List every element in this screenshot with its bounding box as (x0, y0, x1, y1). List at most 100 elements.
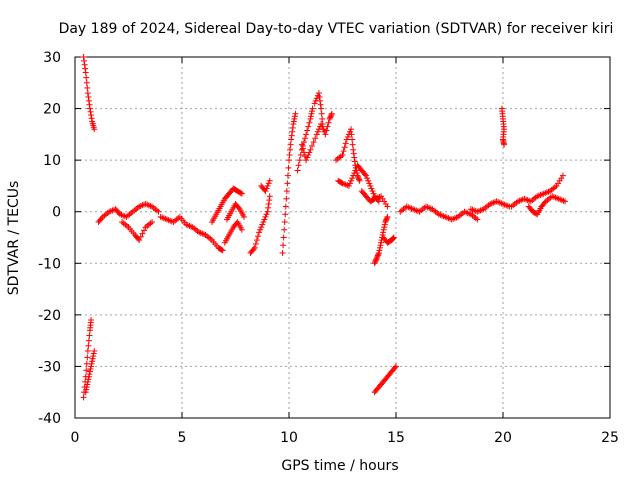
data-point (382, 217, 389, 224)
data-point (355, 173, 362, 180)
data-point (297, 151, 304, 158)
y-axis: -40 -30 -20 -10 0 10 20 30 (38, 50, 610, 427)
track-flat-6 (525, 193, 569, 218)
data-point (80, 394, 87, 401)
track-flat-2 (157, 213, 226, 254)
data-point (380, 226, 387, 233)
data-point (88, 112, 95, 119)
data-point (80, 54, 87, 60)
data-point (377, 242, 384, 249)
data-point (348, 131, 355, 138)
data-point (282, 211, 289, 218)
data-point (356, 176, 363, 183)
data-point (374, 252, 381, 259)
data-point (291, 115, 298, 122)
x-axis: 0 5 10 15 20 25 (71, 57, 619, 446)
data-point (85, 373, 92, 380)
data-point (364, 175, 371, 182)
data-point (86, 101, 93, 108)
y-axis-label: SDTVAR / TECUs (6, 181, 22, 296)
data-point (370, 196, 377, 203)
y-tick-label: -10 (38, 256, 61, 272)
data-point (501, 141, 508, 148)
data-point (342, 140, 349, 147)
data-point (350, 150, 357, 157)
data-point (264, 182, 271, 189)
chart-title: Day 189 of 2024, Sidereal Day-to-day VTE… (59, 21, 614, 37)
data-point (304, 127, 311, 134)
data-point (303, 131, 310, 138)
data-point (86, 332, 93, 339)
y-tick-label: 0 (52, 205, 61, 221)
data-point (296, 157, 303, 164)
data-point (83, 384, 90, 391)
track-hump-1 (208, 185, 245, 226)
data-point (393, 363, 399, 370)
track-low-2 (371, 363, 399, 396)
track-flat-4 (467, 198, 513, 215)
data-point (312, 135, 319, 142)
data-point (323, 127, 330, 134)
data-point (350, 172, 357, 179)
data-point (350, 146, 357, 153)
data-point (390, 235, 397, 242)
data-point (290, 121, 297, 128)
data-point (84, 347, 91, 354)
data-point (306, 149, 313, 156)
data-point (369, 188, 376, 195)
data-point (380, 229, 387, 236)
data-point (252, 240, 259, 247)
y-tick-label: -40 (38, 411, 61, 427)
track-mid-2 (335, 162, 382, 205)
data-point (266, 197, 273, 204)
data-point (317, 97, 324, 104)
data-point (327, 113, 334, 120)
data-point (324, 123, 331, 130)
data-point (355, 175, 362, 182)
grid-lines (75, 57, 610, 418)
data-point (375, 249, 382, 256)
data-point (373, 256, 380, 263)
data-point (325, 119, 332, 126)
data-point (316, 93, 323, 100)
data-point (373, 255, 380, 262)
data-point (260, 219, 267, 226)
data-point (390, 234, 397, 241)
data-point (363, 172, 370, 179)
data-point (265, 200, 272, 207)
data-point (288, 136, 295, 143)
data-point (287, 146, 294, 153)
track-early-low-b (82, 347, 98, 396)
data-point (378, 239, 385, 246)
track-early-high (80, 54, 98, 133)
y-tick-label: 10 (43, 153, 61, 169)
data-point (290, 118, 297, 125)
data-point (376, 247, 383, 254)
track-pre-10 (247, 193, 273, 256)
plot-frame (74, 56, 611, 419)
data-point (309, 108, 316, 115)
data-point (266, 193, 273, 200)
data-point (295, 162, 302, 169)
data-point (308, 110, 315, 117)
data-point (322, 131, 329, 138)
data-point (351, 154, 358, 161)
data-point (349, 141, 356, 148)
data-point (367, 182, 374, 189)
y-tick-label: -30 (38, 359, 61, 375)
data-point (237, 190, 244, 197)
track-flat-1b (119, 219, 156, 244)
data-point (264, 208, 271, 215)
data-point (340, 148, 347, 155)
data-point (86, 105, 93, 112)
track-mid-3 (358, 188, 391, 210)
data-point (218, 246, 225, 253)
data-point (282, 203, 289, 210)
data-point (136, 237, 143, 244)
data-point (306, 119, 313, 126)
data-point (300, 149, 307, 156)
data-point (317, 101, 324, 108)
data-points (80, 54, 569, 401)
data-point (391, 364, 398, 371)
